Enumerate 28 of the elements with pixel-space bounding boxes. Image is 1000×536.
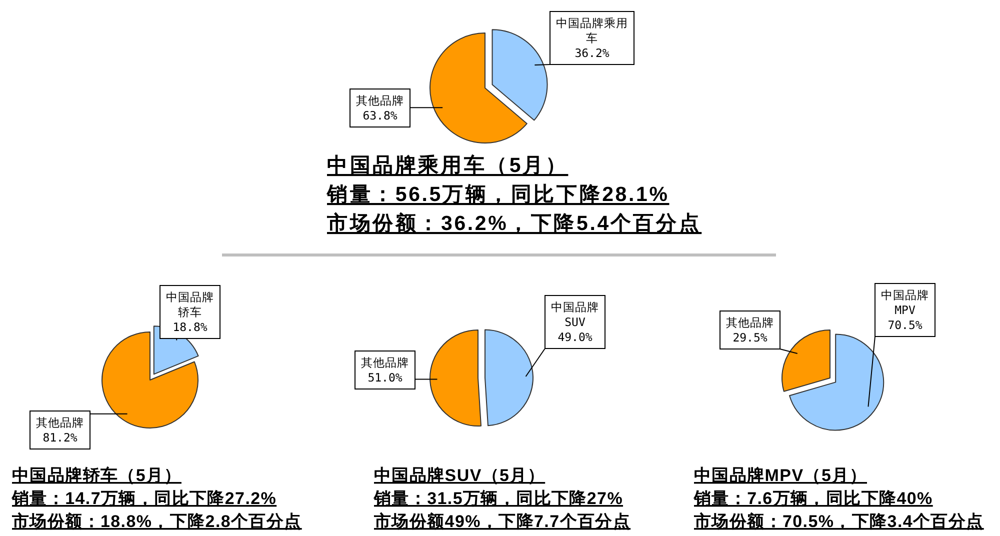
data-label: 81.2% xyxy=(42,430,78,445)
text: 销量：7.6万辆，同比下降40% xyxy=(693,489,933,508)
data-label: 49.0% xyxy=(558,330,592,344)
slice-label: 中国品牌乘用车 xyxy=(556,16,628,46)
text: 中国品牌轿车（5月） xyxy=(12,466,182,485)
slice-label: 其他品牌 xyxy=(361,356,409,370)
data-label: 36.2% xyxy=(574,46,610,60)
text: 中国品牌MPV（5月） xyxy=(694,466,867,485)
slice-label: 中国品牌MPV xyxy=(881,288,929,318)
text: 市场份额：18.8%，下降2.8个百分点 xyxy=(11,512,302,531)
slice-label: 其他品牌 xyxy=(36,416,84,430)
text: 销量：14.7万辆，同比下降27.2% xyxy=(11,489,277,508)
data-label: 51.0% xyxy=(368,370,402,385)
text: 市场份额49%，下降7.7个百分点 xyxy=(373,512,631,531)
text: 中国品牌SUV（5月） xyxy=(374,466,546,485)
data-label: 18.8% xyxy=(172,320,208,334)
text: 市场份额：36.2%，下降5.4个百分点 xyxy=(326,211,702,235)
text: 销量：31.5万辆，同比下降27% xyxy=(373,489,624,508)
slice-label: 其他品牌 xyxy=(726,316,774,330)
slice-label: 其他品牌 xyxy=(356,94,404,108)
data-label: 70.5% xyxy=(888,318,922,332)
text: 中国品牌乘用车（5月） xyxy=(327,153,568,177)
data-label: 63.8% xyxy=(362,108,398,123)
text: 市场份额：70.5%，下降3.4个百分点 xyxy=(693,512,984,531)
slice-label: 中国品牌轿车 xyxy=(166,290,214,320)
data-label: 29.5% xyxy=(732,330,768,345)
slice-label: 中国品牌SUV xyxy=(551,300,599,330)
text: 销量：56.5万辆，同比下降28.1% xyxy=(326,183,670,206)
